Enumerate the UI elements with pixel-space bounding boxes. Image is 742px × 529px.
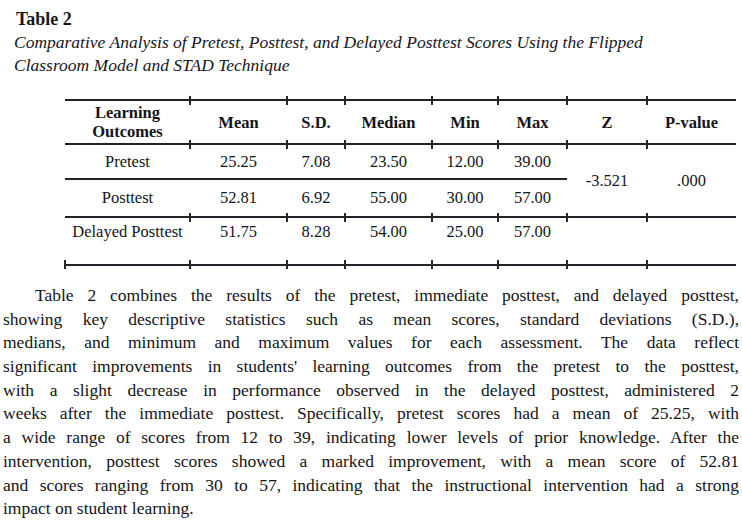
table-row-delayed-posttest: Delayed Posttest 51.75 8.28 54.00 25.00 … bbox=[65, 218, 736, 266]
paragraph-line: showing key descriptive statistics such … bbox=[3, 308, 739, 332]
header-p-value: P-value bbox=[647, 99, 736, 145]
paragraph-line: with a slight decrease in performance ob… bbox=[3, 379, 739, 403]
delayed-posttest-z-empty bbox=[567, 218, 647, 266]
paragraph-line: a wide range of scores from 12 to 39, in… bbox=[3, 426, 739, 450]
table-header-row: Learning Outcomes Mean S.D. Median Min M… bbox=[65, 99, 736, 145]
delayed-posttest-median: 54.00 bbox=[345, 218, 432, 266]
table-caption-line-1: Comparative Analysis of Pretest, Posttes… bbox=[14, 31, 726, 54]
document-page: Table 2 Comparative Analysis of Pretest,… bbox=[0, 0, 742, 529]
header-mean: Mean bbox=[190, 99, 287, 145]
paragraph-line: medians, and minimum and maximum values … bbox=[3, 331, 739, 355]
pretest-label: Pretest bbox=[65, 145, 190, 180]
delayed-posttest-mean: 51.75 bbox=[190, 218, 287, 266]
header-sd: S.D. bbox=[287, 99, 345, 145]
delayed-posttest-max: 57.00 bbox=[498, 218, 567, 266]
paragraph-line: Table 2 combines the results of the pret… bbox=[3, 284, 739, 308]
posttest-min: 30.00 bbox=[432, 180, 498, 218]
header-z: Z bbox=[567, 99, 647, 145]
table-caption: Comparative Analysis of Pretest, Posttes… bbox=[14, 31, 726, 76]
pretest-median: 23.50 bbox=[345, 145, 432, 180]
paragraph-line: intervention, posttest scores showed a m… bbox=[3, 450, 739, 474]
table-row-pretest: Pretest 25.25 7.08 23.50 12.00 39.00 -3.… bbox=[65, 145, 736, 180]
header-median: Median bbox=[345, 99, 432, 145]
posttest-sd: 6.92 bbox=[287, 180, 345, 218]
paragraph-line: significant improvements in students' le… bbox=[3, 355, 739, 379]
pretest-sd: 7.08 bbox=[287, 145, 345, 180]
body-paragraph: Table 2 combines the results of the pret… bbox=[3, 284, 739, 521]
z-value-cell: -3.521 bbox=[567, 145, 647, 218]
posttest-label: Posttest bbox=[65, 180, 190, 218]
pretest-min: 12.00 bbox=[432, 145, 498, 180]
delayed-posttest-label: Delayed Posttest bbox=[65, 218, 190, 266]
paragraph-line: and scores ranging from 30 to 57, indica… bbox=[3, 474, 739, 498]
posttest-mean: 52.81 bbox=[190, 180, 287, 218]
table-number-heading: Table 2 bbox=[16, 8, 72, 30]
delayed-posttest-min: 25.00 bbox=[432, 218, 498, 266]
p-value-cell: .000 bbox=[647, 145, 736, 218]
posttest-median: 55.00 bbox=[345, 180, 432, 218]
paragraph-line-last: impact on student learning. bbox=[3, 497, 739, 521]
header-max: Max bbox=[498, 99, 567, 145]
descriptive-statistics-table: Learning Outcomes Mean S.D. Median Min M… bbox=[65, 99, 736, 266]
header-learning-outcomes: Learning Outcomes bbox=[65, 99, 190, 145]
table-caption-line-2: Classroom Model and STAD Technique bbox=[14, 54, 726, 77]
delayed-posttest-p-empty bbox=[647, 218, 736, 266]
header-min: Min bbox=[432, 99, 498, 145]
pretest-mean: 25.25 bbox=[190, 145, 287, 180]
posttest-max: 57.00 bbox=[498, 180, 567, 218]
pretest-max: 39.00 bbox=[498, 145, 567, 180]
paragraph-line: weeks after the immediate posttest. Spec… bbox=[3, 402, 739, 426]
delayed-posttest-sd: 8.28 bbox=[287, 218, 345, 266]
